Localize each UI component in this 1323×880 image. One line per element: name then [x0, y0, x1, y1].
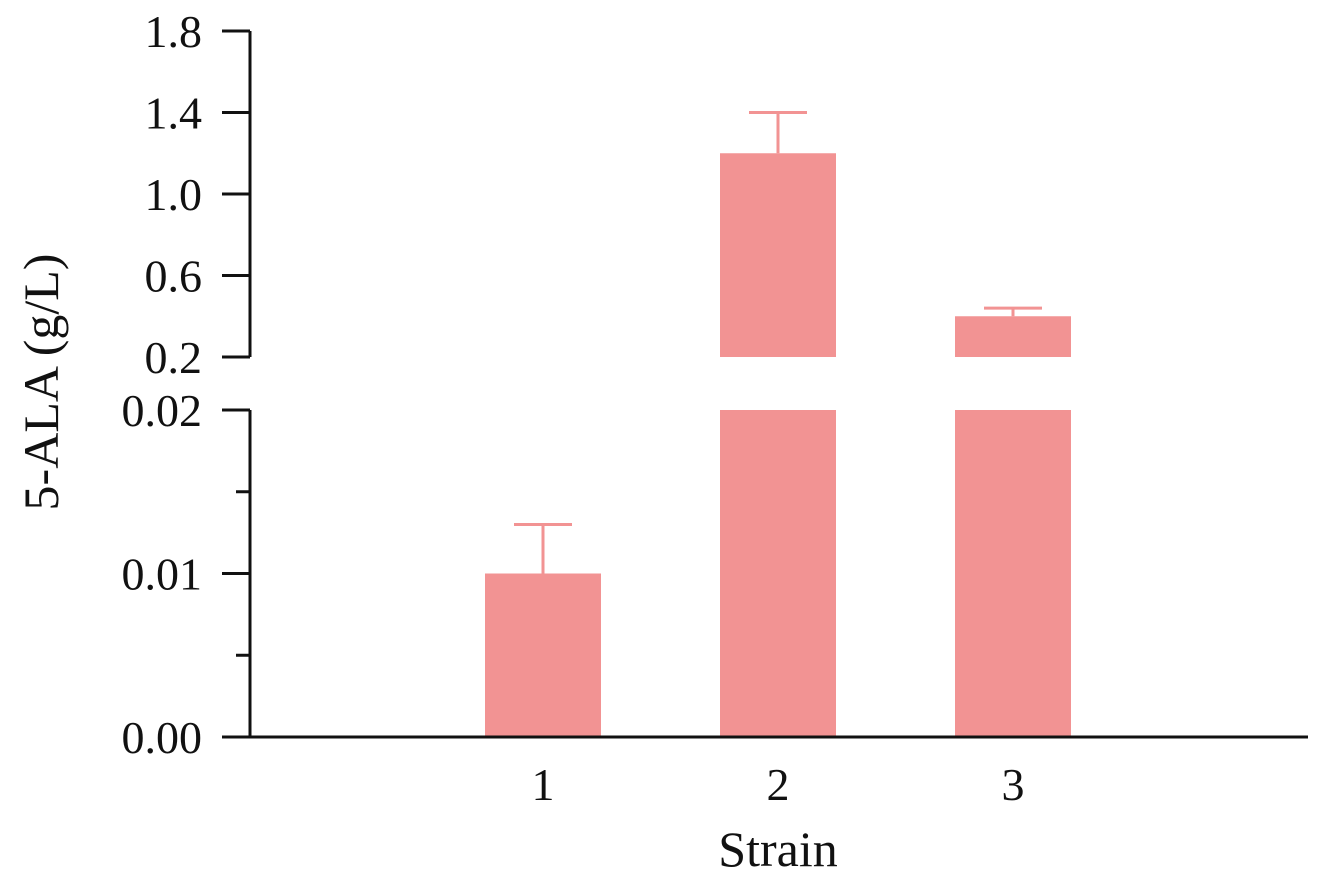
y-tick-label-lower-1: 0.01 — [122, 549, 203, 600]
bar-strain-3-upper — [955, 316, 1071, 357]
x-axis-label: Strain — [718, 821, 837, 877]
error-bars-layer — [514, 111, 1042, 574]
bar-strain-2-upper — [720, 153, 836, 357]
y-tick-label-upper-3: 1.4 — [145, 88, 203, 139]
x-tick-label-3: 3 — [1002, 759, 1025, 810]
y-tick-label-upper-4: 1.8 — [145, 6, 203, 57]
bars-layer — [485, 153, 1071, 737]
y-tick-label-upper-1: 0.6 — [145, 251, 203, 302]
y-tick-label-lower-0: 0.00 — [122, 712, 203, 763]
y-tick-label-lower-2: 0.02 — [122, 385, 203, 436]
x-tick-label-1: 1 — [532, 759, 555, 810]
y-axis-label: 5-ALA (g/L) — [13, 254, 69, 511]
bar-strain-2-lower — [720, 410, 836, 737]
y-tick-label-upper-2: 1.0 — [145, 169, 203, 220]
bar-strain-1 — [485, 573, 601, 737]
x-tick-label-2: 2 — [767, 759, 790, 810]
ticks-layer: 0.00 0.01 0.020.2 0.6 1.0 1.4 1.8 1 2 3 — [122, 6, 1025, 810]
bar-strain-3-lower — [955, 410, 1071, 737]
y-tick-label-upper-0: 0.2 — [145, 332, 203, 383]
